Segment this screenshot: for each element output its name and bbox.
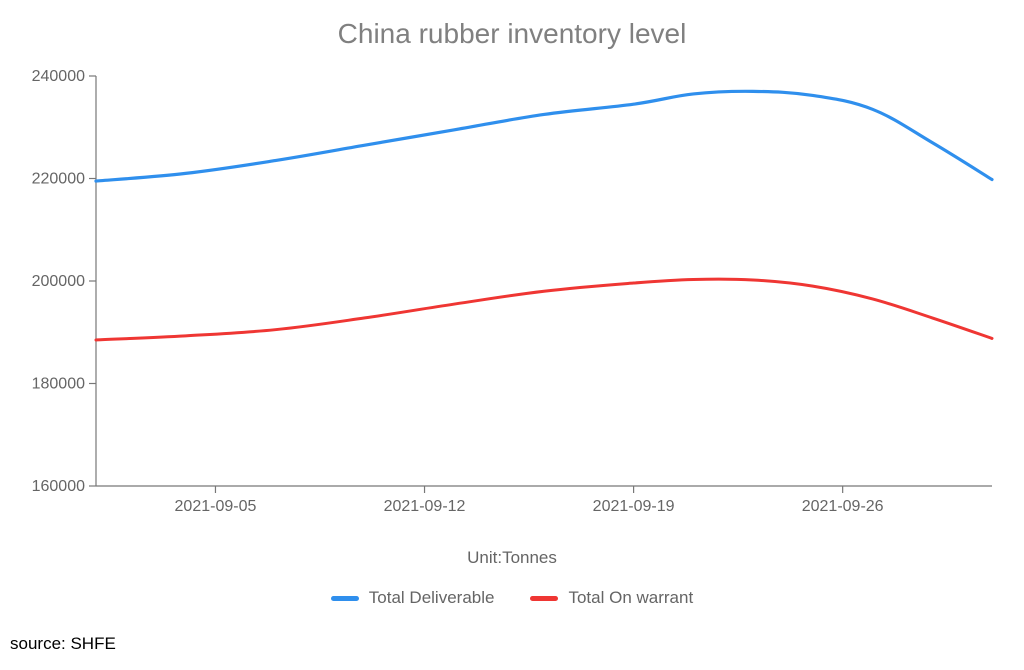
source-label: source: SHFE [10,634,116,654]
svg-text:160000: 160000 [32,478,85,495]
svg-text:180000: 180000 [32,376,85,393]
chart-title: China rubber inventory level [0,18,1024,50]
x-axis-subtitle: Unit:Tonnes [0,548,1024,568]
svg-text:200000: 200000 [32,273,85,290]
svg-text:240000: 240000 [32,68,85,85]
svg-text:220000: 220000 [32,171,85,188]
svg-text:2021-09-19: 2021-09-19 [593,498,675,515]
legend-label: Total On warrant [568,588,693,608]
legend: Total Deliverable Total On warrant [0,588,1024,608]
legend-swatch [331,596,359,601]
svg-text:2021-09-05: 2021-09-05 [175,498,257,515]
chart-svg: 160000 180000 200000 220000 240000 2021-09-05… [24,66,1002,526]
legend-item-deliverable: Total Deliverable [331,588,495,608]
legend-item-onwarrant: Total On warrant [530,588,693,608]
svg-text:2021-09-26: 2021-09-26 [802,498,884,515]
chart-container: China rubber inventory level 160000 18000… [0,0,1024,670]
svg-text:2021-09-12: 2021-09-12 [384,498,466,515]
legend-swatch [530,596,558,601]
legend-label: Total Deliverable [369,588,495,608]
plot-area: 160000 180000 200000 220000 240000 2021-09-05… [24,66,1002,526]
